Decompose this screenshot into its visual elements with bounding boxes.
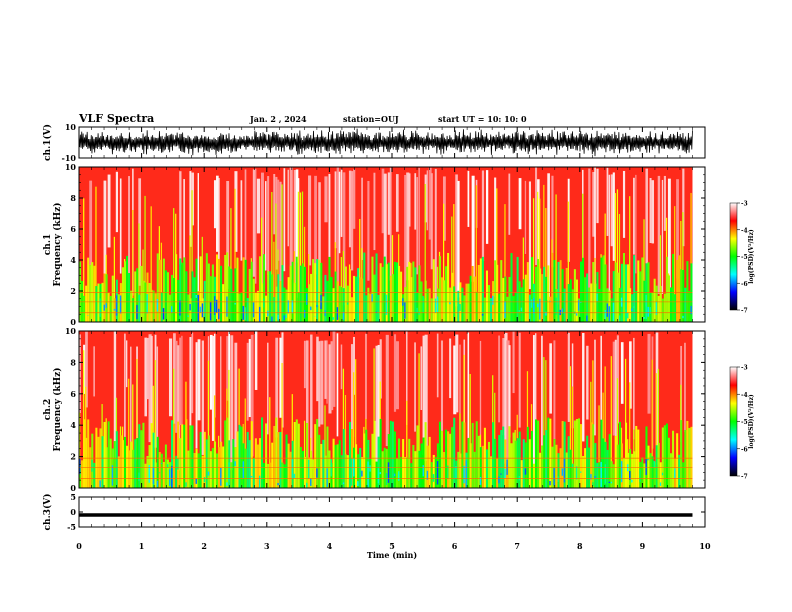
spectrogram-1-cells [79, 167, 693, 322]
y-tick-label: 10 [65, 122, 77, 132]
y-tick-label: 6 [70, 389, 76, 399]
colorbar-tick-label: -4 [741, 227, 748, 234]
y-tick-label: 2 [70, 452, 76, 462]
spectrogram-2-cells [79, 331, 693, 488]
x-tick-label: 7 [514, 541, 520, 551]
y-tick-label: -10 [62, 153, 77, 163]
y-tick-label: 6 [70, 224, 76, 234]
y-tick-label: 0 [70, 317, 76, 327]
colorbar-tick-label: -4 [741, 392, 748, 399]
x-tick-label: 5 [389, 541, 395, 551]
x-tick-label: 3 [264, 541, 270, 551]
colorbar-label: log(PSD)(V²/Hz) [748, 394, 755, 449]
y-axis-label: Frequency (kHz) [52, 367, 63, 451]
colorbar-tick-label: -5 [741, 254, 748, 261]
y-tick-label: 2 [70, 286, 76, 296]
y-axis-label: ch.3(V) [42, 494, 53, 531]
y-tick-label: -5 [67, 522, 76, 532]
y-axis-label: ch.1 [43, 234, 53, 255]
start-time-label: start UT = 10: 10: 0 [438, 114, 527, 124]
y-tick-label: 4 [70, 420, 76, 430]
colorbar-tick-label: -3 [741, 201, 748, 208]
y-axis-label: ch.1(V) [42, 124, 53, 161]
y-tick-label: 10 [65, 162, 77, 172]
y-tick-label: 0 [70, 483, 76, 493]
x-tick-label: 1 [139, 541, 145, 551]
x-tick-label: 6 [452, 541, 458, 551]
x-tick-label: 2 [201, 541, 207, 551]
y-tick-label: 8 [70, 193, 76, 203]
colorbar-tick-label: -7 [741, 308, 748, 315]
ch1-waveform-line [78, 128, 693, 157]
y-tick-label: 10 [65, 326, 77, 336]
y-tick-label: 0 [70, 507, 76, 517]
x-tick-label: 0 [76, 541, 82, 551]
x-axis-label: Time (min) [367, 550, 417, 560]
y-tick-label: 4 [70, 255, 76, 265]
y-tick-label: 8 [70, 357, 76, 367]
x-tick-label: 8 [577, 541, 583, 551]
colorbar-tick-label: -5 [741, 419, 748, 426]
colorbar-tick-label: -7 [741, 474, 748, 481]
y-axis-label: ch.2 [43, 399, 53, 420]
colorbar-tick-label: -3 [741, 365, 748, 372]
colorbar-tick-label: -6 [741, 281, 748, 288]
y-axis-label: Frequency (kHz) [52, 202, 63, 286]
station-label: station=OUJ [343, 114, 399, 124]
colorbar-label: log(PSD)(V²/Hz) [748, 229, 755, 284]
date-label: Jan. 2 , 2024 [250, 114, 307, 124]
colorbar [729, 366, 738, 477]
x-tick-label: 10 [699, 541, 711, 551]
colorbar-tick-label: -6 [741, 446, 748, 453]
colorbar [729, 202, 738, 311]
x-tick-label: 9 [640, 541, 646, 551]
x-tick-label: 4 [327, 541, 333, 551]
figure-title: VLF Spectra [79, 112, 155, 125]
y-tick-label: 5 [70, 492, 76, 502]
